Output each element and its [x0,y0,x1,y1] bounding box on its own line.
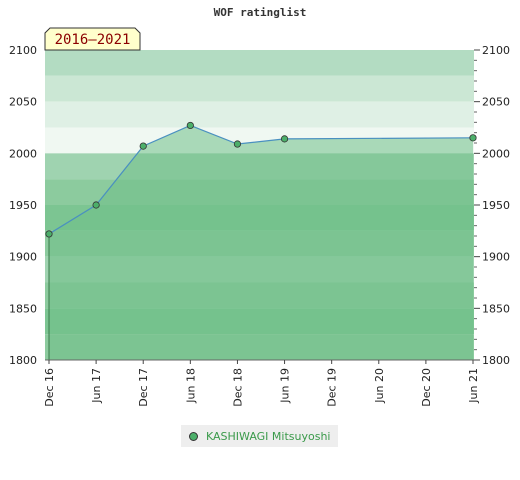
y-tick-label-right: 1900 [482,251,510,264]
y-tick-label-left: 2000 [9,147,37,160]
x-tick-label: Dec 18 [231,368,244,407]
x-tick-label: Jun 21 [467,368,480,404]
y-tick-label-right: 1800 [482,354,510,367]
y-tick-label-right: 2100 [482,44,510,57]
legend-label: KASHIWAGI Mitsuyoshi [206,429,331,443]
x-tick-label: Jun 19 [279,368,292,404]
y-tick-label-right: 1850 [482,302,510,315]
rating-area [49,125,473,360]
legend[interactable]: KASHIWAGI Mitsuyoshi [181,425,339,447]
legend-swatch [189,431,198,441]
y-tick-label-left: 1800 [9,354,37,367]
badge-shape [44,27,141,51]
x-tick-label: Dec 19 [326,368,339,407]
data-point[interactable] [233,140,242,148]
background-band [45,50,474,76]
data-point[interactable] [45,230,53,238]
y-tick-label-right: 2000 [482,147,510,160]
chart-title: WOF ratinglist [213,6,307,19]
x-tick-label: Dec 16 [43,368,56,407]
y-tick-label-left: 1900 [9,251,37,264]
x-tick-label: Jun 20 [373,368,386,404]
badge-text: 2016–2021 [55,32,131,48]
data-point[interactable] [469,134,477,142]
x-tick-label: Dec 17 [137,368,150,407]
x-tick-label: Dec 20 [420,368,433,407]
y-tick-label-left: 2050 [9,96,37,109]
y-tick-label-left: 2100 [9,44,37,57]
data-point[interactable] [139,142,147,150]
axes: 1800 1800 1850 1850 1900 1900 1950 1950 2000 2000… [9,44,510,407]
background-band [45,75,474,102]
data-point[interactable] [280,135,289,143]
y-tick-label-right: 2050 [482,96,510,109]
data-point[interactable] [92,201,100,209]
x-tick-label: Jun 17 [90,368,103,404]
background-band [45,101,474,128]
y-tick-label-left: 1950 [9,199,37,212]
data-points [45,121,477,238]
data-point[interactable] [186,121,194,130]
period-badge: 2016–2021 [44,27,141,51]
y-tick-label-right: 1950 [482,199,510,212]
x-tick-label: Jun 18 [184,368,197,404]
y-tick-label-left: 1850 [9,302,37,315]
